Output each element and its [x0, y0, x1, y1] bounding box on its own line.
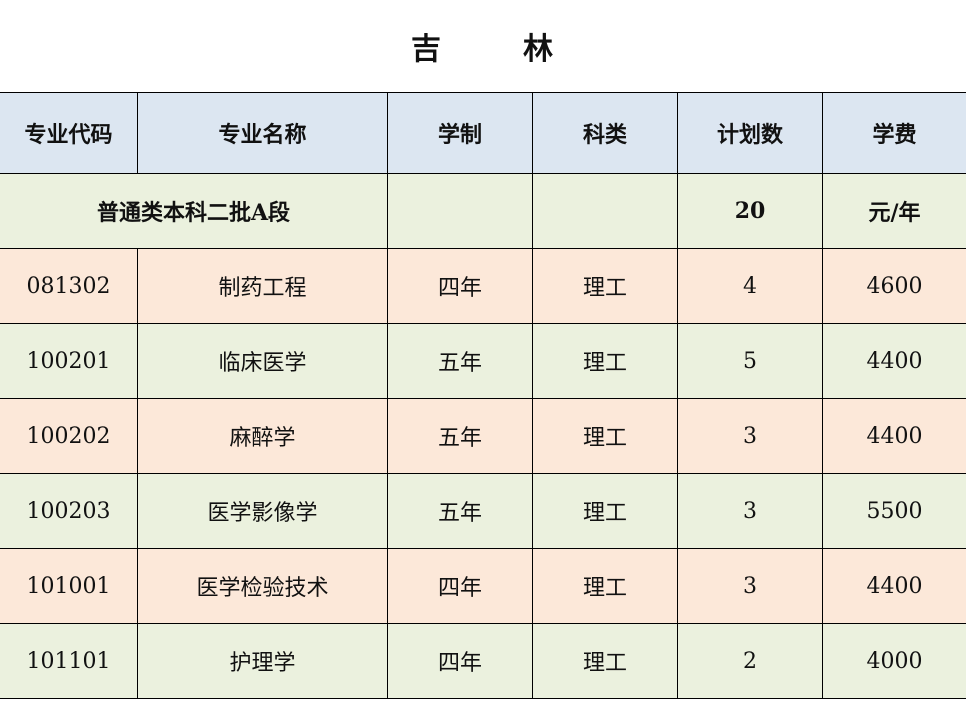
cell-fee: 5500	[822, 473, 966, 549]
cell-years: 四年	[387, 623, 533, 699]
cell-plan: 3	[677, 398, 823, 474]
header-plan: 计划数	[677, 92, 823, 174]
cell-code: 101101	[0, 623, 138, 699]
cell-fee: 4400	[822, 398, 966, 474]
title-char: 吉	[411, 32, 443, 67]
table-row: 100201 临床医学 五年 理工 5 4400	[0, 323, 966, 399]
cell-type: 理工	[532, 623, 678, 699]
cell-code: 081302	[0, 248, 138, 324]
cell-code: 100202	[0, 398, 138, 474]
batch-row: 普通类本科二批A段 20 元/年	[0, 173, 966, 249]
admission-plan-table: 专业代码 专业名称 学制 科类 计划数 学费 普通类本科二批A段 20 元/年 …	[0, 92, 966, 699]
cell-name: 麻醉学	[137, 398, 388, 474]
cell-years: 五年	[387, 323, 533, 399]
cell-name: 制药工程	[137, 248, 388, 324]
cell-name: 医学检验技术	[137, 548, 388, 624]
cell-years: 四年	[387, 248, 533, 324]
cell-plan: 4	[677, 248, 823, 324]
cell-plan: 3	[677, 473, 823, 549]
header-code: 专业代码	[0, 92, 138, 174]
cell-plan: 3	[677, 548, 823, 624]
table-row: 100203 医学影像学 五年 理工 3 5500	[0, 473, 966, 549]
cell-plan: 2	[677, 623, 823, 699]
batch-plan: 20	[677, 173, 823, 249]
batch-fee-unit: 元/年	[822, 173, 966, 249]
header-years: 学制	[387, 92, 533, 174]
table-row: 101101 护理学 四年 理工 2 4000	[0, 623, 966, 699]
batch-empty	[387, 173, 533, 249]
header-fee: 学费	[822, 92, 966, 174]
cell-code: 101001	[0, 548, 138, 624]
page-title: 吉林	[0, 24, 966, 68]
cell-name: 临床医学	[137, 323, 388, 399]
cell-years: 四年	[387, 548, 533, 624]
cell-fee: 4400	[822, 548, 966, 624]
cell-years: 五年	[387, 473, 533, 549]
cell-name: 医学影像学	[137, 473, 388, 549]
cell-type: 理工	[532, 398, 678, 474]
cell-plan: 5	[677, 323, 823, 399]
cell-type: 理工	[532, 323, 678, 399]
table-row: 101001 医学检验技术 四年 理工 3 4400	[0, 548, 966, 624]
cell-years: 五年	[387, 398, 533, 474]
cell-code: 100203	[0, 473, 138, 549]
cell-fee: 4000	[822, 623, 966, 699]
header-type: 科类	[532, 92, 678, 174]
title-char: 林	[523, 32, 555, 67]
cell-type: 理工	[532, 548, 678, 624]
batch-empty	[532, 173, 678, 249]
table-header-row: 专业代码 专业名称 学制 科类 计划数 学费	[0, 92, 966, 174]
cell-fee: 4400	[822, 323, 966, 399]
batch-label: 普通类本科二批A段	[0, 173, 388, 249]
table-row: 081302 制药工程 四年 理工 4 4600	[0, 248, 966, 324]
cell-code: 100201	[0, 323, 138, 399]
header-name: 专业名称	[137, 92, 388, 174]
cell-name: 护理学	[137, 623, 388, 699]
table-row: 100202 麻醉学 五年 理工 3 4400	[0, 398, 966, 474]
cell-fee: 4600	[822, 248, 966, 324]
cell-type: 理工	[532, 473, 678, 549]
cell-type: 理工	[532, 248, 678, 324]
